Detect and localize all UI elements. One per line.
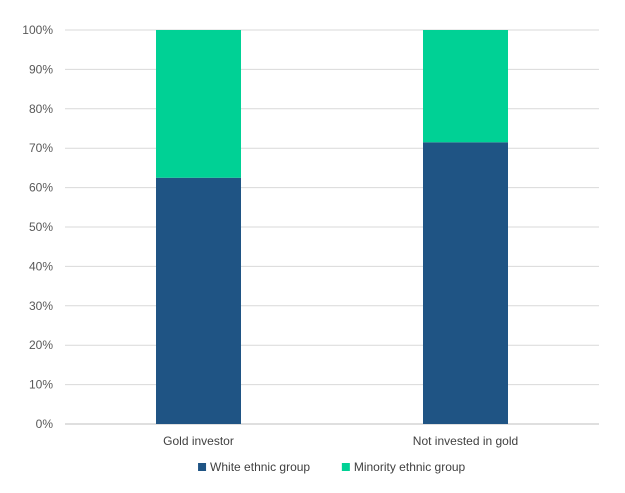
gridlines <box>65 29 599 425</box>
y-tick-label: 50% <box>29 220 53 234</box>
bar-minority-ethnic-group-0 <box>156 30 241 178</box>
y-tick-label: 80% <box>29 102 53 116</box>
bar-white-ethnic-group-1 <box>423 142 508 425</box>
bar-minority-ethnic-group-1 <box>423 30 508 143</box>
y-tick-label: 30% <box>29 299 53 313</box>
y-tick-label: 90% <box>29 62 53 76</box>
x-axis: Gold investor Not invested in gold <box>163 434 518 448</box>
legend: White ethnic group Minority ethnic group <box>198 460 466 474</box>
y-axis-tick-labels: 0% 10% 20% 30% 40% 50% 60% 70% 80% 90% 100% <box>22 23 53 431</box>
y-tick-label: 100% <box>22 23 53 37</box>
y-tick-label: 0% <box>36 417 54 431</box>
y-tick-label: 10% <box>29 378 53 392</box>
legend-swatch <box>341 463 350 471</box>
y-tick-label: 40% <box>29 259 53 273</box>
legend-label: Minority ethnic group <box>354 460 466 474</box>
x-category-label: Gold investor <box>163 434 234 448</box>
y-tick-label: 70% <box>29 141 53 155</box>
legend-label: White ethnic group <box>210 460 310 474</box>
y-tick-label: 60% <box>29 181 53 195</box>
bar-white-ethnic-group-0 <box>156 177 241 424</box>
bars <box>156 30 508 425</box>
x-category-label: Not invested in gold <box>413 434 518 448</box>
y-tick-label: 20% <box>29 338 53 352</box>
legend-swatch <box>198 463 207 471</box>
